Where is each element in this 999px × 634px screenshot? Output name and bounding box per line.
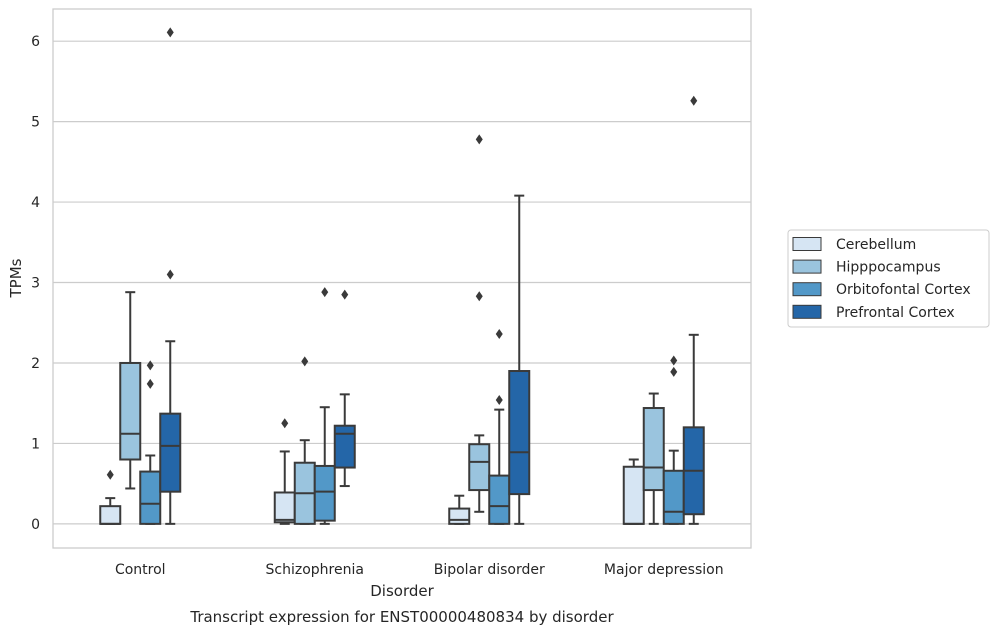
legend-label: Hipppocampus: [836, 260, 941, 276]
plot-area-frame: [52, 8, 752, 549]
box: [448, 507, 471, 525]
box: [468, 443, 491, 492]
box-group: [293, 356, 316, 525]
y-tick-label: 6: [31, 34, 40, 50]
outlier-point: [495, 394, 503, 405]
legend-swatch: [792, 259, 822, 274]
box: [508, 370, 531, 496]
y-axis-title: TPMs: [7, 258, 25, 298]
series-0: [99, 418, 645, 525]
y-tick-label: 1: [31, 436, 40, 452]
outlier-point: [690, 95, 698, 106]
box-series: [99, 27, 705, 525]
box-group: [682, 95, 705, 525]
legend-frame: [787, 229, 990, 328]
outlier-point: [146, 360, 154, 371]
y-tick-label: 5: [31, 115, 40, 131]
outlier-point: [106, 469, 114, 480]
box-group: [662, 355, 685, 525]
outlier-point: [475, 291, 483, 302]
box-group: [333, 289, 356, 488]
y-axis-ticks: 0 1 2 3 4 5 6: [31, 34, 40, 533]
x-tick-label: Schizophrenia: [266, 562, 364, 578]
box-group: [642, 392, 665, 525]
legend-swatch: [792, 304, 822, 319]
box-group: [468, 134, 491, 513]
series-3: [159, 27, 705, 525]
box-group: [159, 27, 182, 525]
outlier-point: [301, 356, 309, 367]
box-group: [119, 291, 142, 490]
box: [622, 465, 645, 525]
box: [313, 464, 336, 522]
x-axis-title: Disorder: [370, 582, 434, 600]
box: [273, 491, 296, 524]
series-1: [119, 134, 665, 525]
box: [333, 424, 356, 469]
box: [662, 469, 685, 525]
box-group: [448, 494, 471, 525]
x-tick-label: Bipolar disorder: [434, 562, 545, 578]
y-tick-label: 3: [31, 276, 40, 292]
outlier-point: [670, 355, 678, 366]
outlier-point: [341, 289, 349, 300]
legend-swatch: [792, 237, 822, 251]
outlier-point: [321, 287, 329, 298]
outlier-point: [495, 329, 503, 340]
box-group: [139, 360, 162, 525]
box: [119, 361, 142, 461]
box: [642, 407, 665, 492]
series-2: [139, 287, 685, 525]
box-group: [273, 418, 296, 525]
box: [159, 412, 182, 493]
box-group: [488, 329, 511, 525]
outlier-point: [166, 269, 174, 280]
y-tick-label: 2: [31, 356, 40, 372]
y-tick-label: 0: [31, 517, 40, 533]
box: [99, 505, 122, 525]
x-axis-ticks: Control Schizophrenia Bipolar disorder Majo…: [115, 562, 724, 578]
box-group: [622, 458, 645, 525]
legend-swatch: [792, 282, 822, 297]
chart-caption: Transcript expression for ENST0000048083…: [189, 608, 614, 626]
outlier-point: [670, 366, 678, 377]
box: [139, 470, 162, 525]
box: [488, 474, 511, 525]
legend-label: Orbitofontal Cortex: [836, 282, 971, 298]
legend-label: Prefrontal Cortex: [836, 305, 955, 321]
y-tick-label: 4: [31, 195, 40, 211]
box-group: [508, 194, 531, 525]
x-tick-label: Major depression: [604, 562, 724, 578]
x-tick-label: Control: [115, 562, 166, 578]
legend-label: Cerebellum: [836, 237, 916, 253]
box-group: [313, 287, 336, 525]
outlier-point: [166, 27, 174, 38]
outlier-point: [475, 134, 483, 145]
legend: Cerebellum Hipppocampus Orbitofontal Corte…: [787, 229, 990, 328]
outlier-point: [281, 418, 289, 429]
box-group: [99, 469, 122, 525]
outlier-point: [146, 378, 154, 389]
